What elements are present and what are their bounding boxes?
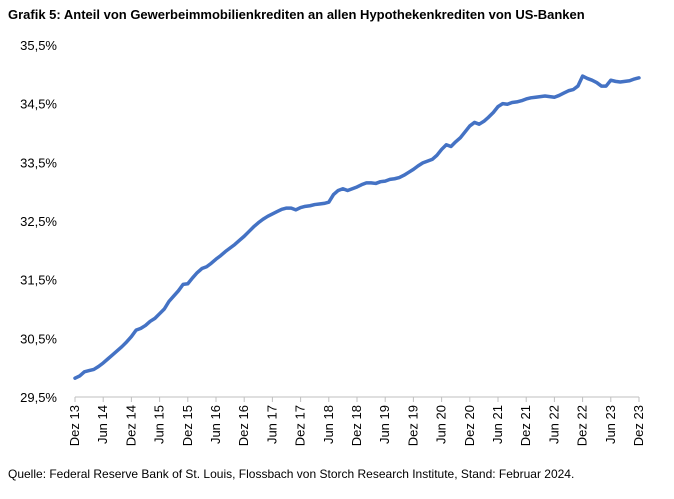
x-tick-label: Jun 22 [546, 405, 561, 444]
chart-title: Grafik 5: Anteil von Gewerbeimmobilienkr… [8, 7, 585, 22]
y-tick-label: 29,5% [20, 390, 57, 405]
x-tick-label: Jun 15 [152, 405, 167, 444]
x-tick-label: Dez 15 [180, 405, 195, 446]
y-tick-label: 33,5% [20, 155, 57, 170]
x-tick-label: Jun 18 [321, 405, 336, 444]
x-axis-ticks: Dez 13 Jun 14 Dez 14 Jun 15 Dez 15 Jun 16 Dez … [67, 397, 646, 446]
x-tick-label: Jun 20 [434, 405, 449, 444]
y-axis-ticks: 29,5% 30,5% 31,5% 32,5% 33,5% 34,5% 35,5% [20, 38, 57, 405]
x-tick-label: Jun 17 [264, 405, 279, 444]
x-tick-label: Dez 14 [123, 405, 138, 446]
x-tick-label: Dez 16 [236, 405, 251, 446]
y-tick-label: 32,5% [20, 214, 57, 229]
x-tick-label: Jun 21 [490, 405, 505, 444]
y-tick-label: 34,5% [20, 97, 57, 112]
y-tick-label: 35,5% [20, 38, 57, 53]
x-tick-label: Dez 23 [631, 405, 646, 446]
source-note: Quelle: Federal Reserve Bank of St. Loui… [8, 467, 575, 481]
x-tick-label: Dez 18 [349, 405, 364, 446]
x-tick-label: Jun 19 [377, 405, 392, 444]
x-tick-label: Dez 17 [293, 405, 308, 446]
x-tick-label: Dez 19 [405, 405, 420, 446]
x-tick-label: Dez 22 [575, 405, 590, 446]
x-tick-label: Dez 13 [67, 405, 82, 446]
x-tick-label: Dez 20 [462, 405, 477, 446]
x-tick-label: Dez 21 [518, 405, 533, 446]
x-tick-label: Jun 14 [95, 405, 110, 444]
y-tick-label: 30,5% [20, 331, 57, 346]
x-tick-label: Jun 23 [603, 405, 618, 444]
x-tick-label: Jun 16 [208, 405, 223, 444]
y-tick-label: 31,5% [20, 273, 57, 288]
series-line [73, 74, 641, 380]
